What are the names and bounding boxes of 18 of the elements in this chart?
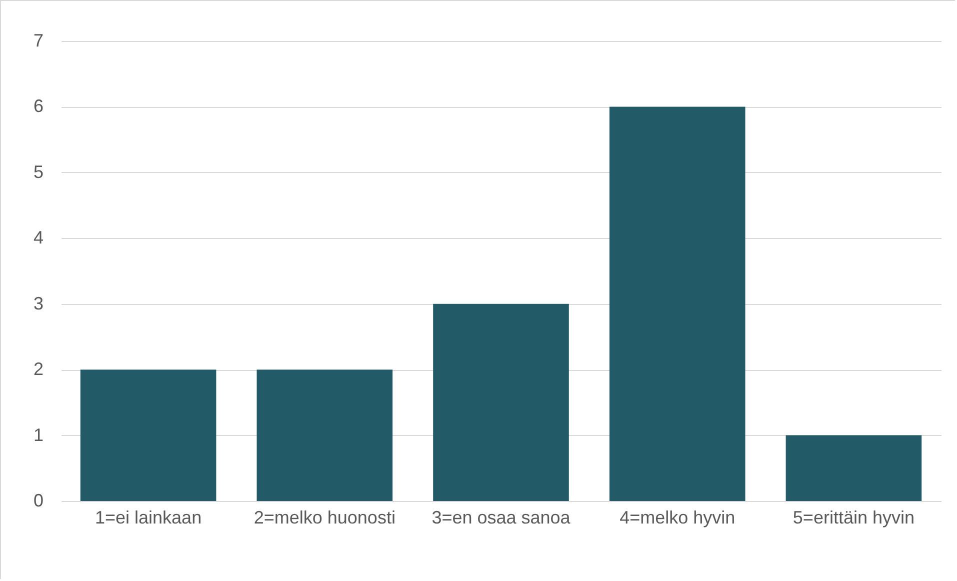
bar <box>256 370 393 501</box>
x-tick-label: 4=melko hyvin <box>620 508 736 528</box>
x-tick-label: 2=melko huonosti <box>254 508 396 528</box>
x-tick-label: 1=ei lainkaan <box>95 508 202 528</box>
bar <box>786 435 922 501</box>
y-tick-label: 6 <box>33 96 44 116</box>
y-tick-label: 0 <box>33 490 44 510</box>
y-tick-label: 1 <box>33 424 44 445</box>
y-tick-label: 3 <box>33 293 44 314</box>
y-tick-label: 5 <box>33 162 44 182</box>
bar <box>80 370 216 501</box>
y-tick-label: 4 <box>33 228 44 248</box>
x-tick-label: 3=en osaa sanoa <box>432 508 572 528</box>
y-tick-label: 2 <box>33 359 44 380</box>
x-tick-label: 5=erittäin hyvin <box>792 508 914 528</box>
y-tick-label: 7 <box>33 30 44 50</box>
bar <box>433 304 569 501</box>
bar <box>609 106 746 501</box>
